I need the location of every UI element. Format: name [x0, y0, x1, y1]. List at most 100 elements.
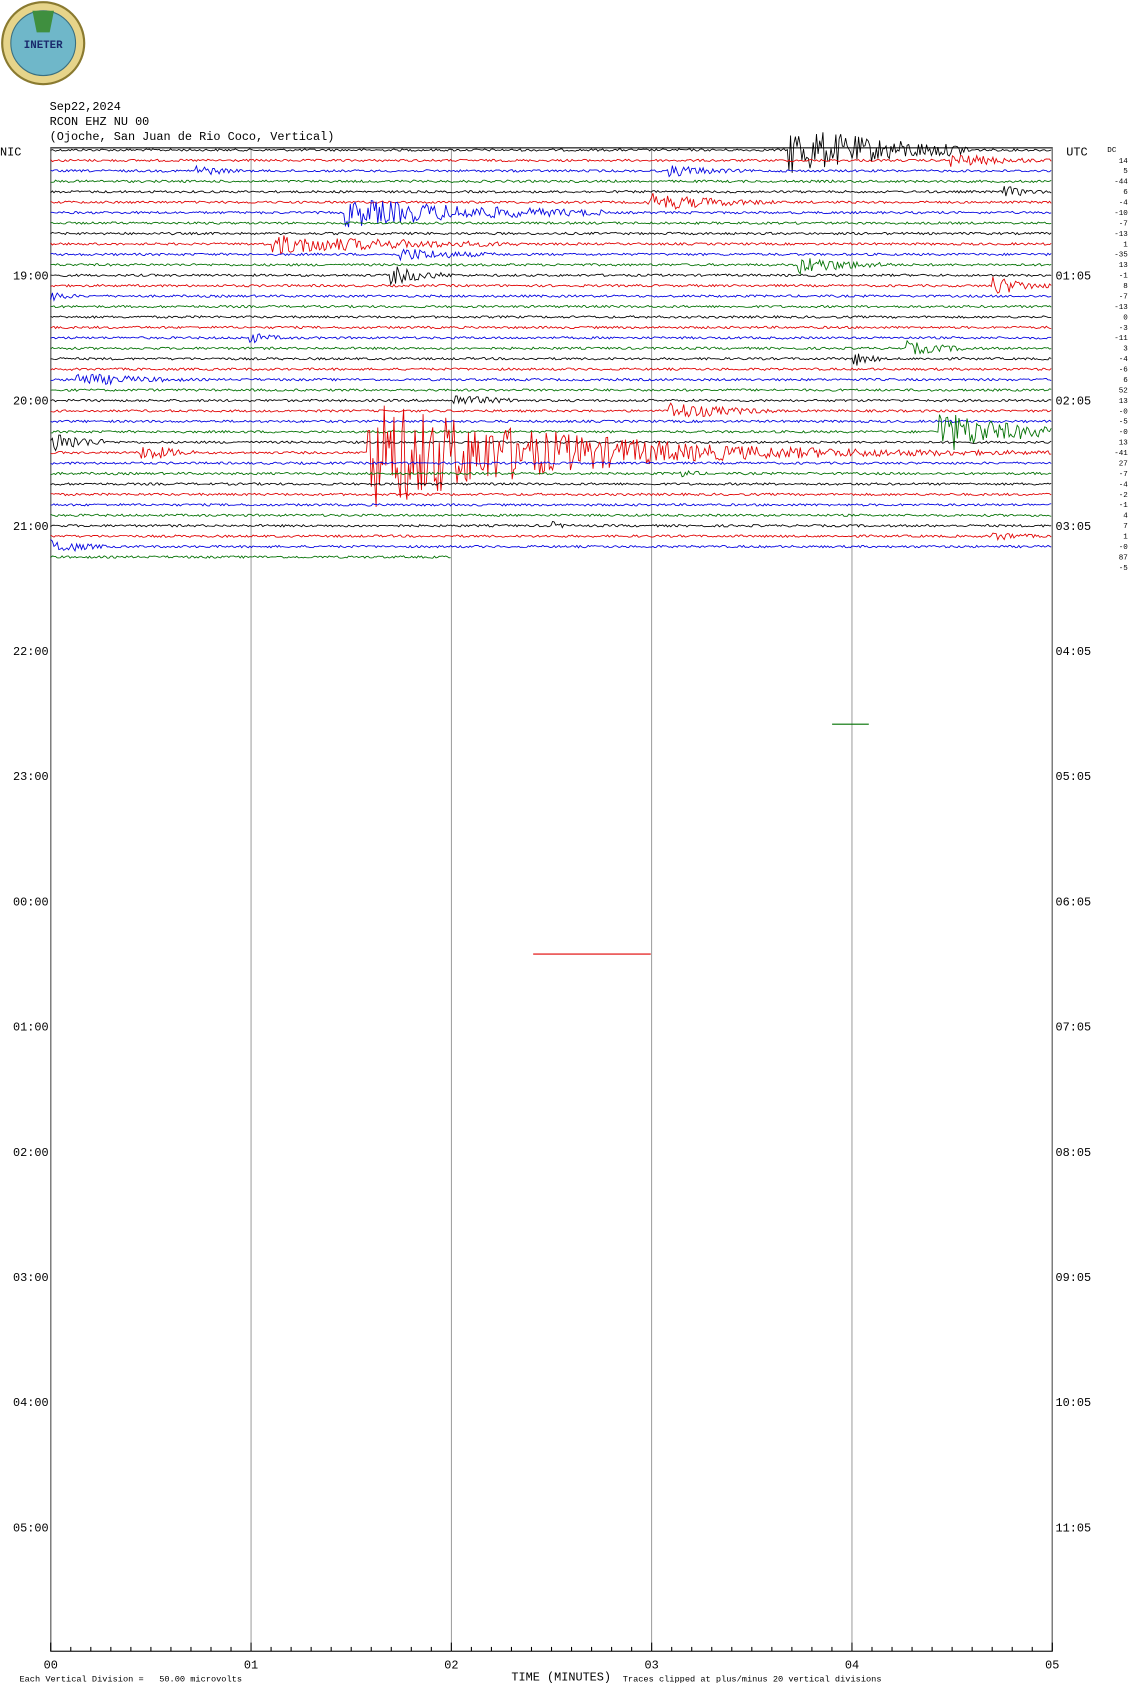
- trace: [50, 373, 1052, 386]
- trace: [50, 367, 1052, 372]
- trace: [50, 248, 1052, 262]
- trace: [50, 492, 1052, 497]
- trace: [50, 539, 1052, 552]
- dc-offset: -7: [1119, 293, 1128, 301]
- right-time-label: 02:05: [1056, 395, 1092, 409]
- right-time-label: 08:05: [1056, 1146, 1092, 1160]
- trace: [50, 325, 1052, 330]
- right-time-label: 04:05: [1056, 645, 1092, 659]
- dc-offset: -10: [1114, 210, 1128, 218]
- trace: [50, 235, 1052, 255]
- dc-label: DC: [1107, 147, 1117, 155]
- x-tick-label: 02: [444, 1658, 458, 1672]
- dc-offset: -4: [1119, 481, 1129, 489]
- trace: [50, 154, 1052, 167]
- right-time-label: 10:05: [1056, 1396, 1092, 1410]
- location: (Ojoche, San Juan de Rio Coco, Vertical): [50, 130, 335, 144]
- trace: [50, 315, 1052, 319]
- right-time-label: 05:05: [1056, 770, 1092, 784]
- trace: [50, 258, 1052, 275]
- dc-offset: -13: [1114, 304, 1128, 312]
- trace: [50, 532, 1052, 541]
- trace: [50, 266, 1052, 286]
- dc-offset: 6: [1123, 189, 1128, 197]
- left-time-label: 21:00: [13, 520, 49, 534]
- dc-offset: -11: [1114, 335, 1128, 343]
- x-tick-label: 04: [845, 1658, 859, 1672]
- left-time-label: 01:00: [13, 1021, 49, 1035]
- right-time-label: 01:05: [1056, 269, 1092, 283]
- right-time-label: 06:05: [1056, 895, 1092, 909]
- trace: [50, 292, 1052, 302]
- dc-offset: 52: [1119, 387, 1128, 395]
- dc-offset: -7: [1119, 471, 1128, 479]
- trace: [50, 221, 1052, 225]
- trace: [50, 186, 1052, 197]
- left-time-label: 04:00: [13, 1396, 49, 1410]
- trace: [50, 353, 1052, 366]
- dc-offset: -13: [1114, 231, 1128, 239]
- dc-offset: 0: [1123, 314, 1128, 322]
- trace: [50, 405, 1052, 507]
- trace: [50, 503, 1052, 507]
- dc-offset: -4: [1119, 356, 1129, 364]
- trace: [50, 513, 1052, 518]
- trace: [50, 199, 1052, 228]
- dc-offset: -6: [1119, 367, 1129, 375]
- dc-offset: -44: [1114, 179, 1128, 187]
- dc-offset: -1: [1119, 273, 1129, 281]
- dc-offset: 4: [1123, 513, 1128, 521]
- left-time-label: 02:00: [13, 1146, 49, 1160]
- x-tick-label: 01: [244, 1658, 258, 1672]
- trace: [50, 434, 1052, 452]
- trace: [50, 395, 1052, 405]
- dc-offset: -0: [1119, 544, 1129, 552]
- dc-offset: -5: [1119, 565, 1129, 573]
- trace: [50, 414, 1052, 450]
- trace: [50, 520, 1052, 529]
- right-time-label: 07:05: [1056, 1021, 1092, 1035]
- trace: [50, 461, 1052, 465]
- trace: [50, 402, 1052, 418]
- trace: [50, 481, 1052, 486]
- left-time-label: 20:00: [13, 395, 49, 409]
- dc-offset: 87: [1119, 554, 1128, 562]
- date: Sep22,2024: [50, 100, 121, 114]
- dc-offset: 13: [1119, 262, 1129, 270]
- dc-offset: -2: [1119, 492, 1128, 500]
- right-time-label: 11:05: [1056, 1521, 1092, 1535]
- dc-offset: 13: [1119, 398, 1129, 406]
- dc-offset: 1: [1123, 241, 1128, 249]
- left-time-label: 03:00: [13, 1271, 49, 1285]
- trace: [50, 193, 1052, 210]
- dc-offset: -35: [1114, 252, 1128, 260]
- logo: INETER: [1, 1, 86, 86]
- dc-offset: -3: [1119, 325, 1129, 333]
- x-axis-title: TIME (MINUTES): [511, 1670, 611, 1684]
- dc-offset: 13: [1119, 440, 1129, 448]
- trace: [50, 304, 1052, 309]
- dc-offset: 14: [1119, 158, 1129, 166]
- left-time-label: 00:00: [13, 895, 49, 909]
- x-tick-label: 03: [645, 1658, 659, 1672]
- dc-offset: -7: [1119, 220, 1128, 228]
- dc-offset: -41: [1114, 450, 1128, 458]
- trace: [50, 132, 1052, 173]
- dc-offset: 1: [1123, 534, 1128, 542]
- dc-offset: 8: [1123, 283, 1128, 291]
- right-time-label: 03:05: [1056, 520, 1092, 534]
- trace: [50, 231, 1052, 236]
- left-zone-label: NIC: [0, 145, 21, 159]
- dc-offset: 7: [1123, 523, 1128, 531]
- dc-offset: 5: [1123, 168, 1128, 176]
- dc-offset: -0: [1119, 429, 1129, 437]
- dc-offset: 27: [1119, 460, 1128, 468]
- trace: [50, 164, 1052, 178]
- left-time-label: 22:00: [13, 645, 49, 659]
- x-tick-label: 05: [1045, 1658, 1059, 1672]
- left-time-label: 19:00: [13, 269, 49, 283]
- trace: [50, 555, 451, 559]
- trace: [50, 419, 1052, 424]
